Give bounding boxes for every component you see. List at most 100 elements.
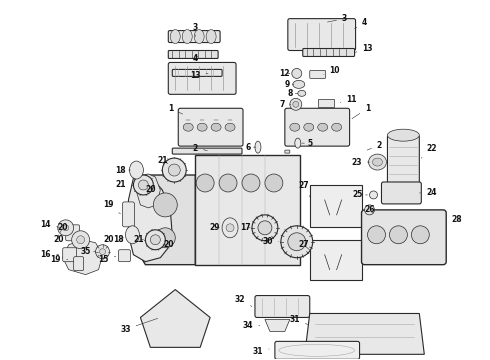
FancyBboxPatch shape — [66, 225, 80, 241]
Text: 33: 33 — [120, 318, 158, 334]
Ellipse shape — [318, 123, 328, 131]
Polygon shape — [128, 178, 172, 262]
Text: 31: 31 — [253, 347, 269, 356]
Circle shape — [292, 68, 302, 78]
Text: 29: 29 — [210, 223, 220, 232]
Ellipse shape — [129, 161, 144, 179]
Ellipse shape — [255, 141, 261, 153]
Circle shape — [153, 193, 177, 217]
Circle shape — [369, 191, 377, 199]
Ellipse shape — [304, 123, 314, 131]
Text: 20: 20 — [57, 223, 68, 232]
Text: 17: 17 — [240, 223, 250, 232]
FancyBboxPatch shape — [310, 71, 326, 78]
FancyBboxPatch shape — [178, 108, 243, 146]
Text: 6: 6 — [245, 143, 256, 152]
FancyBboxPatch shape — [168, 31, 220, 42]
Text: 14: 14 — [41, 220, 60, 229]
Circle shape — [242, 174, 260, 192]
Text: 7: 7 — [279, 100, 291, 109]
FancyBboxPatch shape — [172, 69, 222, 76]
Circle shape — [288, 233, 306, 251]
FancyBboxPatch shape — [74, 257, 84, 271]
Circle shape — [390, 226, 407, 244]
Circle shape — [258, 221, 272, 235]
Circle shape — [252, 215, 278, 241]
Text: 16: 16 — [41, 250, 59, 259]
Circle shape — [138, 180, 148, 190]
Circle shape — [76, 236, 85, 244]
Text: 20: 20 — [163, 240, 173, 249]
FancyBboxPatch shape — [303, 49, 355, 57]
FancyBboxPatch shape — [285, 108, 349, 146]
Ellipse shape — [388, 129, 419, 141]
Ellipse shape — [293, 80, 305, 88]
Text: 25: 25 — [352, 190, 368, 199]
FancyBboxPatch shape — [122, 202, 134, 227]
Circle shape — [196, 174, 214, 192]
FancyBboxPatch shape — [63, 248, 76, 262]
Circle shape — [281, 226, 313, 258]
Circle shape — [58, 220, 74, 236]
Polygon shape — [130, 175, 195, 265]
FancyBboxPatch shape — [362, 210, 446, 265]
Text: 18: 18 — [113, 235, 124, 244]
Ellipse shape — [171, 30, 180, 44]
Polygon shape — [265, 319, 290, 332]
Ellipse shape — [197, 123, 207, 131]
Text: 3: 3 — [193, 23, 198, 37]
Bar — [310, 240, 362, 280]
Circle shape — [290, 98, 302, 110]
Circle shape — [150, 235, 160, 245]
Circle shape — [265, 174, 283, 192]
Text: 1: 1 — [168, 104, 183, 114]
FancyBboxPatch shape — [119, 250, 130, 262]
FancyBboxPatch shape — [168, 62, 236, 94]
Text: 12: 12 — [280, 69, 290, 78]
Text: 19: 19 — [103, 201, 121, 214]
Ellipse shape — [372, 158, 383, 166]
Text: 19: 19 — [50, 255, 68, 264]
Ellipse shape — [183, 123, 193, 131]
Text: 34: 34 — [243, 321, 260, 330]
Text: 9: 9 — [284, 80, 294, 89]
Circle shape — [226, 224, 234, 232]
Text: 11: 11 — [341, 95, 357, 104]
Ellipse shape — [182, 30, 192, 44]
Circle shape — [63, 225, 69, 231]
Ellipse shape — [225, 123, 235, 131]
Text: 2: 2 — [367, 141, 382, 150]
Ellipse shape — [295, 138, 301, 148]
Ellipse shape — [206, 30, 216, 44]
Text: 30: 30 — [263, 237, 279, 246]
Text: 13: 13 — [190, 71, 208, 80]
FancyBboxPatch shape — [382, 182, 421, 204]
Text: 24: 24 — [419, 188, 437, 197]
Circle shape — [412, 226, 429, 244]
Text: 15: 15 — [98, 255, 116, 264]
Circle shape — [146, 230, 165, 250]
Ellipse shape — [211, 123, 221, 131]
Circle shape — [168, 164, 180, 176]
Text: 4: 4 — [355, 18, 367, 28]
Text: 21: 21 — [115, 180, 132, 189]
Polygon shape — [141, 289, 210, 347]
FancyBboxPatch shape — [275, 341, 360, 359]
Text: 21: 21 — [157, 156, 168, 165]
Text: 31: 31 — [290, 315, 308, 324]
Ellipse shape — [194, 30, 204, 44]
Text: 21: 21 — [133, 235, 144, 244]
FancyBboxPatch shape — [388, 135, 419, 187]
Ellipse shape — [298, 90, 306, 96]
Text: 27: 27 — [298, 181, 310, 198]
Ellipse shape — [368, 154, 387, 170]
Circle shape — [219, 174, 237, 192]
Circle shape — [162, 158, 186, 182]
Text: 2: 2 — [193, 144, 207, 153]
FancyBboxPatch shape — [288, 19, 356, 50]
Polygon shape — [135, 174, 160, 208]
Ellipse shape — [290, 123, 300, 131]
FancyBboxPatch shape — [168, 50, 218, 58]
Circle shape — [72, 231, 90, 249]
Circle shape — [368, 226, 386, 244]
